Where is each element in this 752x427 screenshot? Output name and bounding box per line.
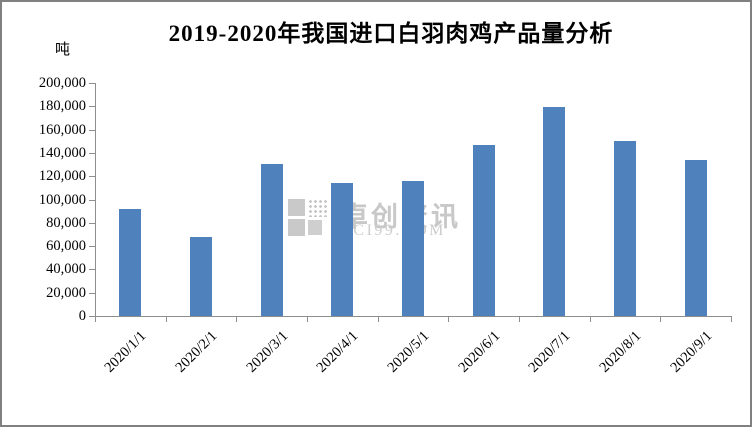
y-axis-tick xyxy=(89,200,95,201)
bar xyxy=(190,237,212,316)
x-axis-tick xyxy=(448,316,449,322)
x-axis-tick xyxy=(236,316,237,322)
y-axis-tick xyxy=(89,83,95,84)
y-axis-label: 60,000 xyxy=(46,238,86,254)
watermark-logo-square xyxy=(288,199,305,216)
y-axis-label: 180,000 xyxy=(38,98,86,114)
bar xyxy=(473,145,495,316)
y-axis-tick xyxy=(89,176,95,177)
chart-title: 2019-2020年我国进口白羽肉鸡产品量分析 xyxy=(168,21,614,46)
y-axis-tick xyxy=(89,316,95,317)
x-axis-tick xyxy=(519,316,520,322)
y-axis-tick xyxy=(89,130,95,131)
x-axis-tick xyxy=(590,316,591,322)
y-axis-label: 0 xyxy=(78,308,86,324)
y-axis-label: 80,000 xyxy=(46,215,86,231)
bar xyxy=(685,160,707,316)
x-axis-label: 2020/9/1 xyxy=(667,328,716,376)
x-axis-tick xyxy=(378,316,379,322)
watermark-brand-text: 卓创资讯 xyxy=(341,202,461,232)
x-axis-tick xyxy=(660,316,661,322)
y-axis-unit-label: 吨 xyxy=(55,42,71,58)
y-axis-line xyxy=(95,83,96,322)
y-axis-label: 20,000 xyxy=(46,285,86,301)
y-axis-tick xyxy=(89,223,95,224)
y-axis-label: 40,000 xyxy=(46,261,86,277)
y-axis-label: 100,000 xyxy=(38,192,86,208)
y-axis-tick xyxy=(89,246,95,247)
y-axis-tick xyxy=(89,269,95,270)
watermark-domain-text: SCI99.COM xyxy=(342,222,446,239)
y-axis-tick xyxy=(89,293,95,294)
y-axis-label: 120,000 xyxy=(38,168,86,184)
watermark-logo-square xyxy=(288,219,305,236)
x-axis-line xyxy=(89,316,731,317)
x-axis-tick xyxy=(95,316,96,322)
bar xyxy=(261,164,283,316)
bar xyxy=(543,107,565,316)
watermark-logo-icon xyxy=(288,199,328,239)
y-axis-tick xyxy=(89,153,95,154)
y-axis-tick xyxy=(89,106,95,107)
watermark-logo-dots xyxy=(308,199,327,217)
bar xyxy=(614,141,636,316)
x-axis-tick xyxy=(307,316,308,322)
x-axis-tick xyxy=(731,316,732,322)
y-axis-label: 200,000 xyxy=(38,75,86,91)
y-axis-label: 160,000 xyxy=(38,122,86,138)
bar xyxy=(119,209,141,316)
x-axis-tick xyxy=(166,316,167,322)
watermark-logo-square xyxy=(308,220,322,235)
bar xyxy=(331,183,353,316)
bar xyxy=(402,181,424,316)
y-axis-label: 140,000 xyxy=(38,145,86,161)
